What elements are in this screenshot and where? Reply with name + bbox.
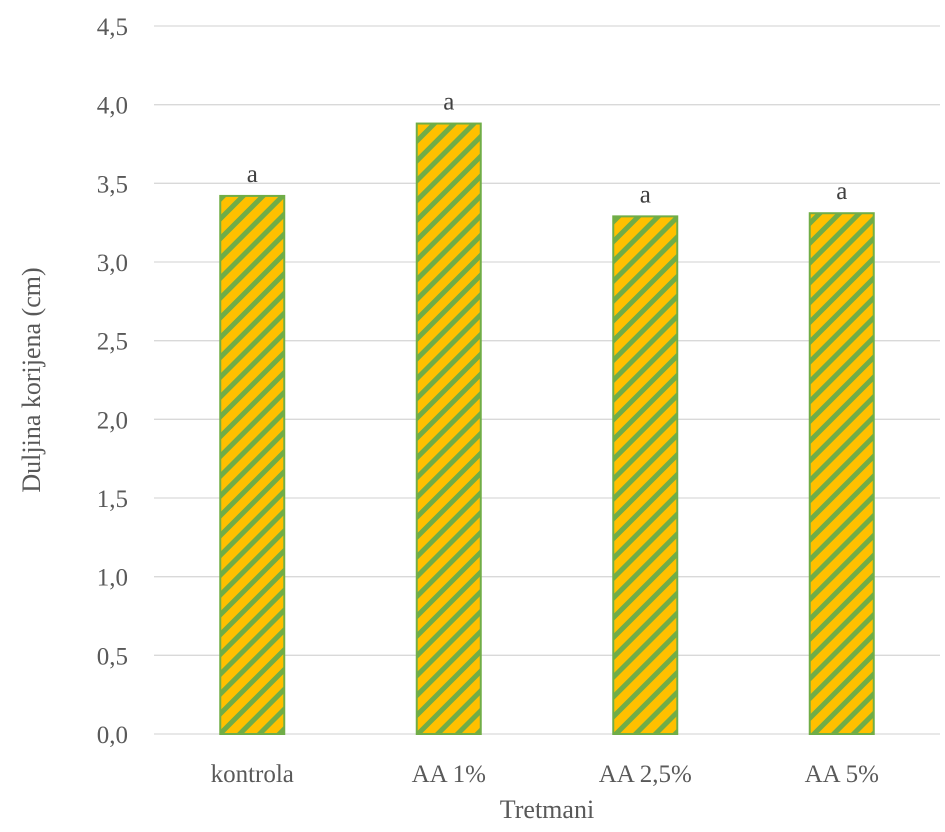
y-axis-tick-labels: 0,0 0,5 1,0 1,5 2,0 2,5 3,0 3,5 4,0 4,5 [97, 14, 128, 749]
x-tick-label: AA 5% [805, 761, 879, 788]
y-axis-title: Duljina korijena (cm) [17, 267, 46, 492]
y-tick-label: 1,5 [97, 486, 128, 513]
y-tick-label: 2,5 [97, 329, 128, 356]
y-tick-label: 0,5 [97, 643, 128, 670]
bars [219, 122, 875, 736]
y-tick-label: 4,5 [97, 14, 128, 41]
y-tick-label: 3,0 [97, 250, 128, 277]
data-labels: a a a a [247, 89, 848, 209]
x-axis-category-labels: kontrola AA 1% AA 2,5% AA 5% [211, 761, 879, 788]
bar [219, 194, 286, 736]
y-tick-label: 0,0 [97, 722, 128, 749]
y-tick-label: 1,0 [97, 565, 128, 592]
bar [808, 212, 875, 735]
x-axis-title: Tretmani [500, 795, 594, 824]
bar [415, 122, 482, 735]
data-label: a [640, 181, 651, 208]
x-tick-label: AA 2,5% [599, 761, 692, 788]
x-tick-label: kontrola [211, 761, 294, 788]
y-tick-label: 2,0 [97, 407, 128, 434]
x-tick-label: AA 1% [412, 761, 486, 788]
data-label: a [247, 161, 258, 188]
y-tick-label: 3,5 [97, 171, 128, 198]
bar [612, 215, 679, 735]
data-label: a [836, 178, 847, 205]
y-tick-label: 4,0 [97, 93, 128, 120]
data-label: a [443, 89, 454, 116]
